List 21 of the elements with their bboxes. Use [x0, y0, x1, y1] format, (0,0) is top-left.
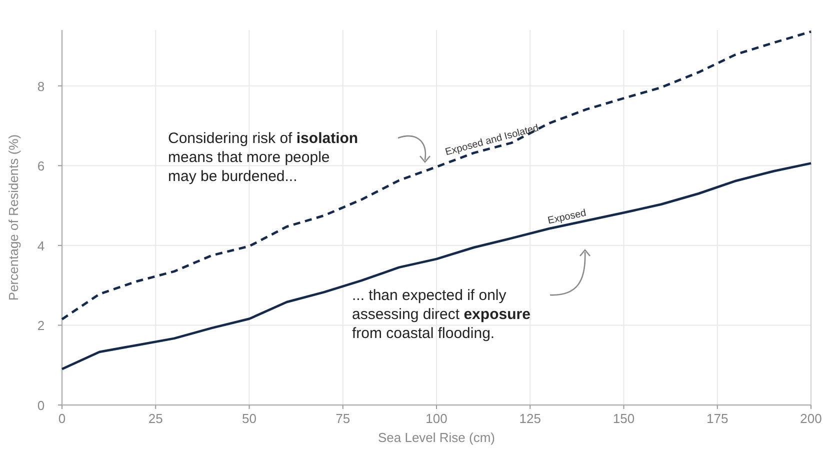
- line-series: [60, 30, 812, 320]
- y-axis-title: Percentage of Residents (%): [6, 134, 21, 301]
- x-axis-title: Sea Level Rise (cm): [378, 430, 496, 445]
- x-tick-label: 175: [706, 411, 728, 426]
- y-tick-label: 6: [37, 158, 45, 174]
- y-tick-label: 4: [37, 238, 45, 254]
- text: Exposed and Isolated: [444, 122, 540, 158]
- x-tick-label: 100: [426, 411, 448, 426]
- x-tick-label: 75: [336, 411, 350, 426]
- x-tick-label: 125: [519, 411, 541, 426]
- y-tick-label: 2: [37, 318, 45, 334]
- y-tick-label: 8: [37, 78, 45, 94]
- x-tick-label: 25: [148, 411, 163, 426]
- x-tick-label: 50: [242, 411, 256, 426]
- annotation: ... than expected if only assessing direct exposure from coastal flooding.: [352, 287, 530, 342]
- text: Exposed: [546, 208, 588, 227]
- x-tick-label: 0: [58, 411, 66, 426]
- x-tick-label: 150: [612, 411, 635, 426]
- x-tick-label: 200: [800, 411, 822, 426]
- y-tick-label: 0: [37, 398, 45, 413]
- annotation: Considering risk of isolation means that more people may be burdened...: [168, 130, 358, 185]
